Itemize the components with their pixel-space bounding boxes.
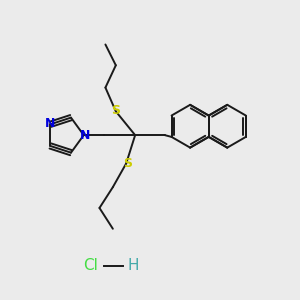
Text: S: S: [111, 104, 120, 117]
Text: N: N: [80, 129, 90, 142]
Text: H: H: [128, 258, 140, 273]
Text: S: S: [123, 158, 132, 170]
Text: Cl: Cl: [83, 258, 98, 273]
Text: N: N: [45, 117, 56, 130]
